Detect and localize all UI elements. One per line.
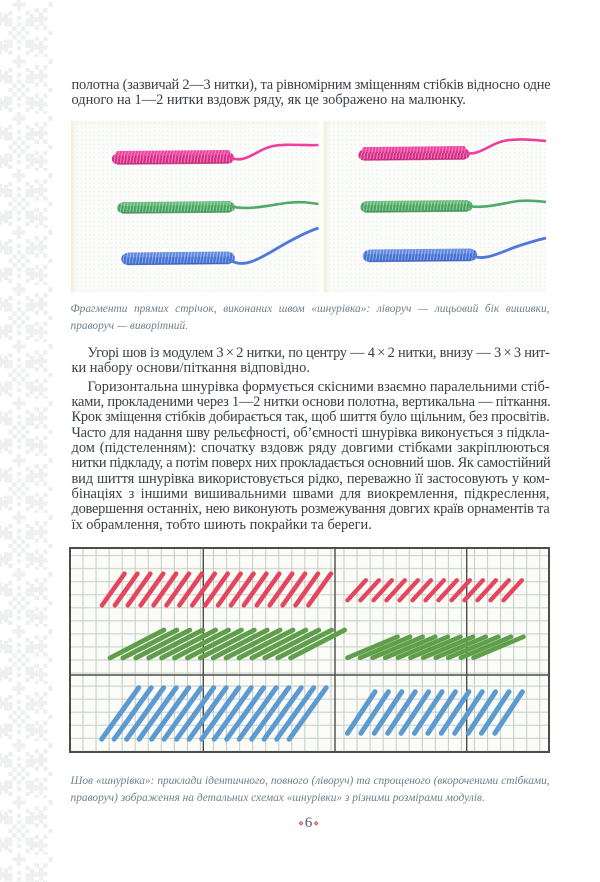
svg-text:6: 6 bbox=[305, 814, 313, 831]
